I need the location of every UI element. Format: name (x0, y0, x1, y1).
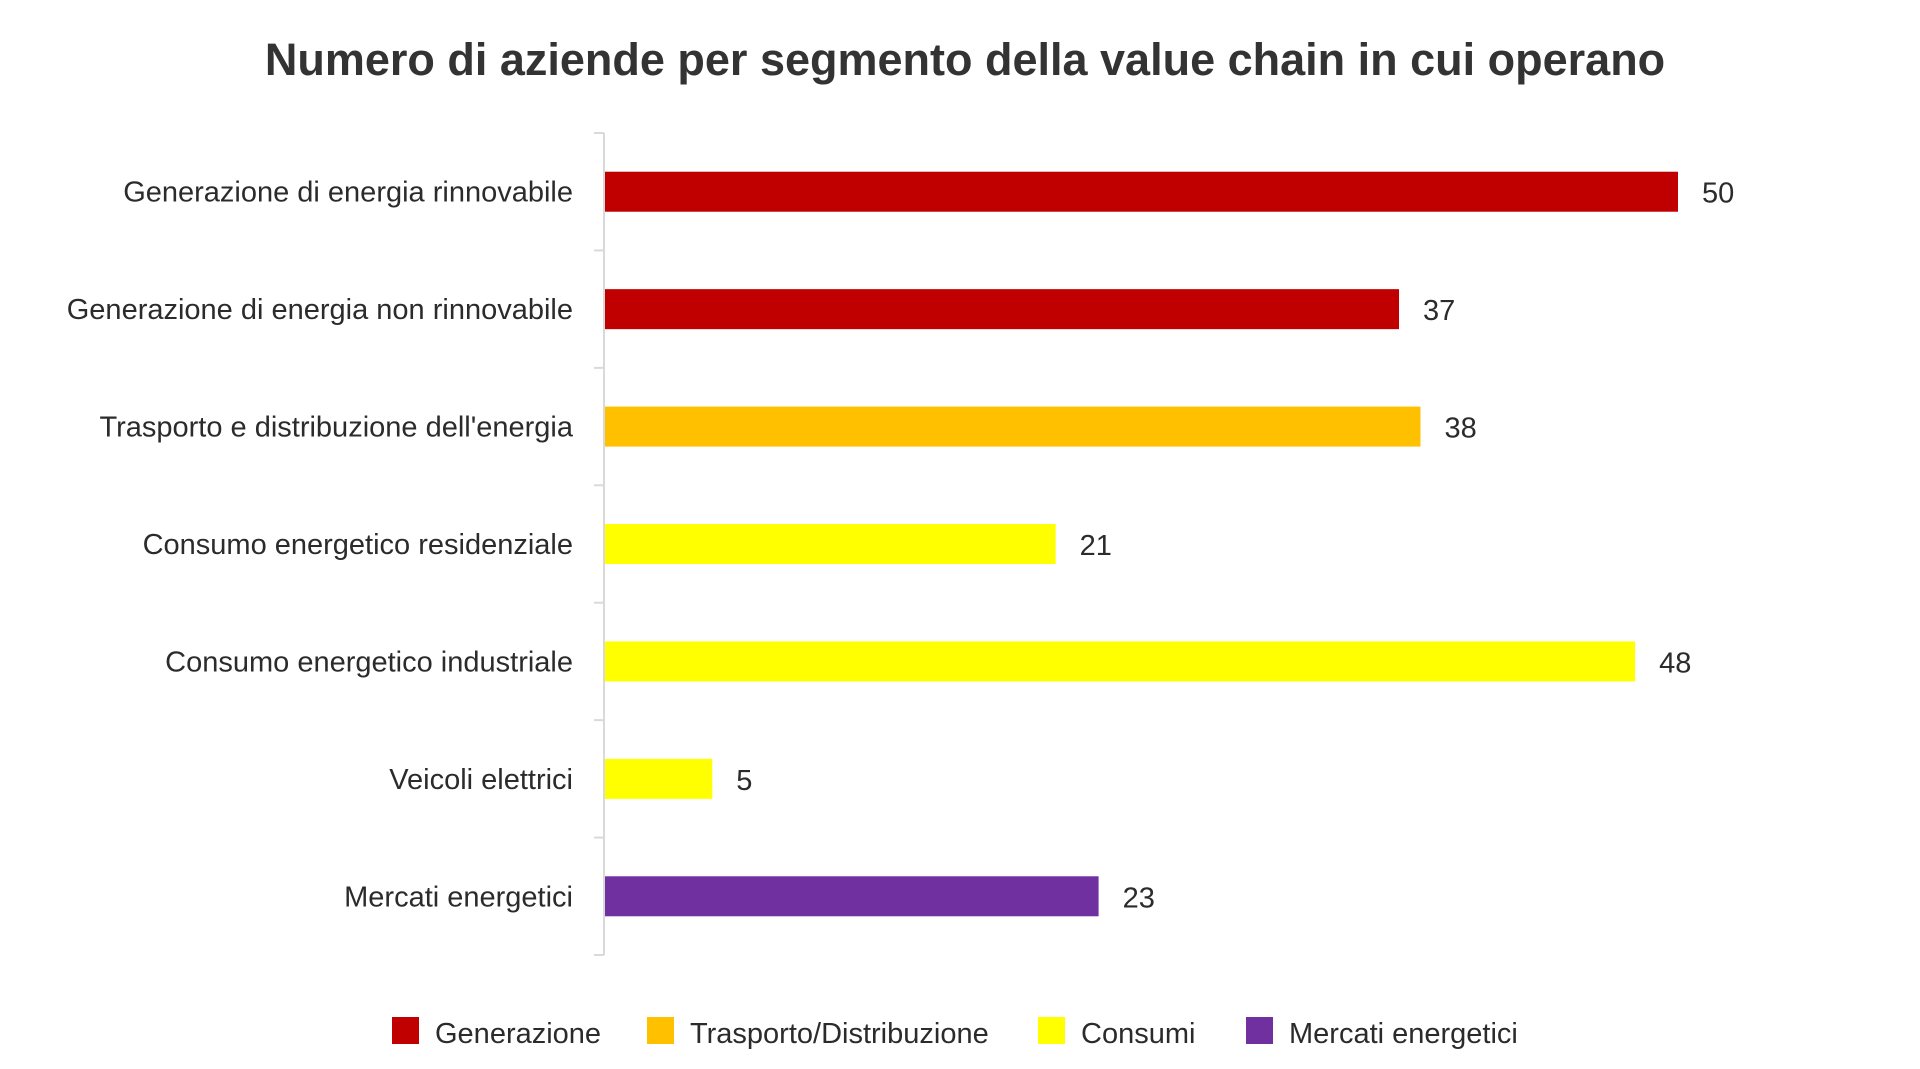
legend-label: Trasporto/Distribuzione (690, 1018, 989, 1050)
category-label: Consumo energetico residenziale (143, 529, 573, 561)
category-label: Consumo energetico industriale (165, 646, 573, 678)
category-label: Trasporto e distribuzione dell'energia (99, 412, 573, 444)
legend-swatch (647, 1017, 674, 1044)
category-label: Veicoli elettrici (389, 764, 573, 796)
chart-title: Numero di aziende per segmento della val… (265, 34, 1665, 85)
value-label: 21 (1080, 530, 1112, 562)
value-label: 38 (1444, 413, 1476, 445)
bar (605, 524, 1056, 564)
legend: Generazione Trasporto/Distribuzione Consum… (392, 1017, 1518, 1050)
bar (605, 641, 1636, 682)
category-axis-ticks (594, 132, 604, 956)
legend-swatch (392, 1017, 419, 1044)
value-label: 5 (736, 765, 752, 797)
legend-swatch (1038, 1017, 1065, 1044)
category-label: Mercati energetici (344, 881, 573, 913)
bar (605, 289, 1400, 330)
legend-swatch (1246, 1017, 1273, 1044)
value-label: 48 (1659, 647, 1691, 679)
legend-label: Generazione (435, 1018, 601, 1050)
value-labels: 50 37 38 21 48 5 23 (736, 178, 1734, 915)
category-labels: Generazione di energia rinnovabile Genera… (67, 177, 574, 914)
legend-label: Consumi (1081, 1018, 1195, 1050)
bar (605, 406, 1421, 447)
category-label: Generazione di energia non rinnovabile (67, 294, 573, 326)
value-label: 37 (1423, 295, 1455, 327)
category-label: Generazione di energia rinnovabile (123, 177, 573, 209)
bar (605, 171, 1678, 212)
bar (605, 876, 1099, 917)
legend-label: Mercati energetici (1289, 1018, 1518, 1050)
bars-group (605, 171, 1678, 917)
bar (605, 758, 713, 799)
value-label: 23 (1123, 882, 1155, 914)
value-label: 50 (1702, 178, 1734, 210)
